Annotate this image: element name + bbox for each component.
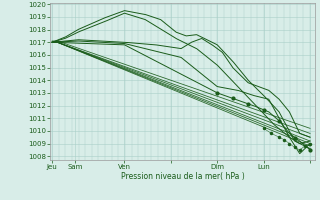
X-axis label: Pression niveau de la mer( hPa ): Pression niveau de la mer( hPa ) xyxy=(121,172,244,181)
